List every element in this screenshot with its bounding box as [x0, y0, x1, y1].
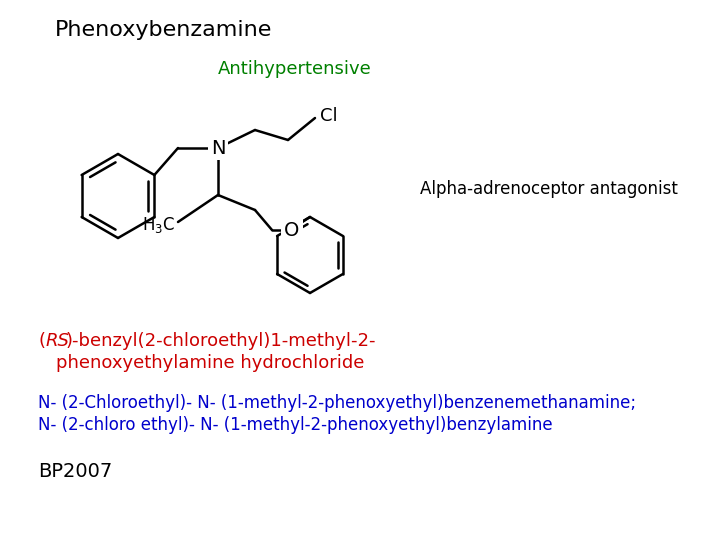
Text: Cl: Cl [320, 107, 338, 125]
Text: BP2007: BP2007 [38, 462, 112, 481]
Text: H$_3$C: H$_3$C [142, 215, 175, 235]
Text: O: O [284, 220, 300, 240]
Text: Phenoxybenzamine: Phenoxybenzamine [55, 20, 272, 40]
Text: RS: RS [46, 332, 70, 350]
Text: N- (2-chloro ethyl)- N- (1-methyl-2-phenoxyethyl)benzylamine: N- (2-chloro ethyl)- N- (1-methyl-2-phen… [38, 416, 553, 434]
Text: N: N [211, 138, 225, 158]
Text: (: ( [38, 332, 45, 350]
Text: N- (2-Chloroethyl)- N- (1-methyl-2-phenoxyethyl)benzenemethanamine;: N- (2-Chloroethyl)- N- (1-methyl-2-pheno… [38, 394, 636, 412]
Text: Alpha-adrenoceptor antagonist: Alpha-adrenoceptor antagonist [420, 180, 678, 198]
Text: Antihypertensive: Antihypertensive [218, 60, 372, 78]
Text: phenoxyethylamine hydrochloride: phenoxyethylamine hydrochloride [56, 354, 364, 372]
Text: )-benzyl(2-chloroethyl)1-methyl-2-: )-benzyl(2-chloroethyl)1-methyl-2- [66, 332, 377, 350]
